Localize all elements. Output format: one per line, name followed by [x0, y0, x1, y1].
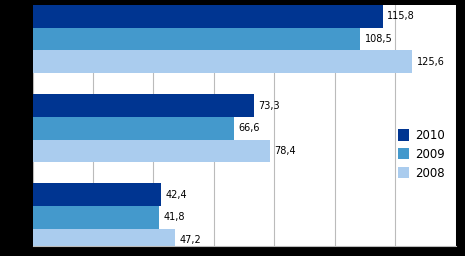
Bar [33, 206, 159, 229]
Bar [33, 229, 175, 251]
Text: 115,8: 115,8 [387, 12, 415, 22]
Text: 125,6: 125,6 [417, 57, 445, 67]
Bar [33, 183, 161, 206]
Text: 78,4: 78,4 [274, 146, 296, 156]
Bar [33, 5, 383, 28]
Text: 41,8: 41,8 [163, 212, 185, 222]
Bar [33, 50, 412, 73]
Bar [33, 140, 270, 162]
Text: 108,5: 108,5 [365, 34, 393, 44]
Text: 73,3: 73,3 [259, 101, 280, 111]
Legend: 2010, 2009, 2008: 2010, 2009, 2008 [393, 124, 450, 184]
Text: 42,4: 42,4 [165, 190, 187, 200]
Bar [33, 28, 360, 50]
Bar [33, 94, 254, 117]
Bar [33, 117, 234, 140]
Text: 66,6: 66,6 [239, 123, 260, 133]
Text: 47,2: 47,2 [180, 235, 201, 245]
